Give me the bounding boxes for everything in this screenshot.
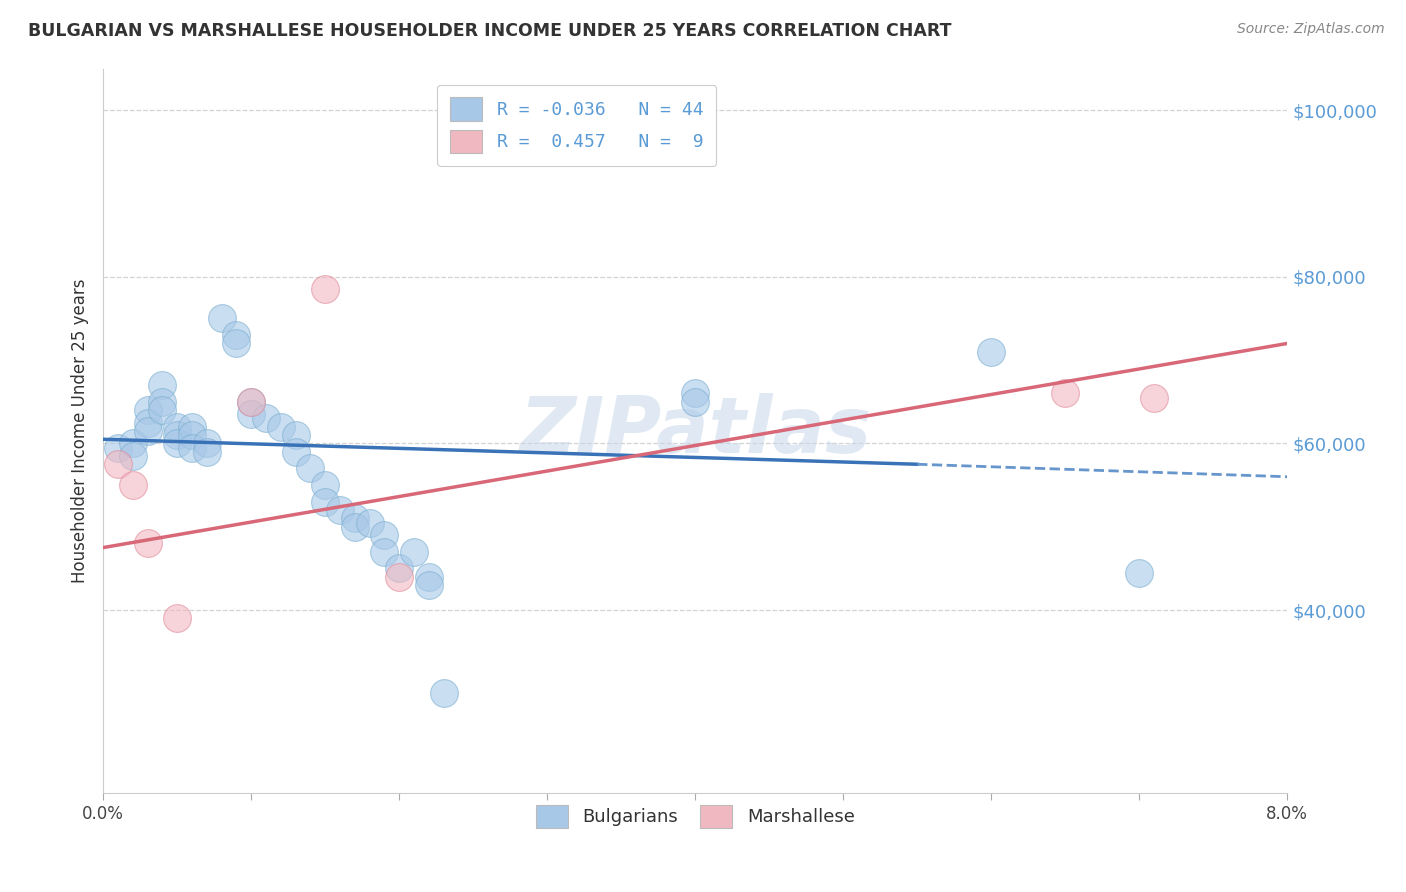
Point: [181, 441, 204, 455]
Point: [150, 403, 173, 417]
Point: [270, 419, 292, 434]
Point: [343, 520, 366, 534]
Y-axis label: Householder Income Under 25 years: Householder Income Under 25 years: [72, 278, 89, 583]
Point: [166, 611, 188, 625]
Point: [121, 449, 143, 463]
Point: [432, 686, 454, 700]
Point: [136, 536, 159, 550]
Point: [683, 394, 706, 409]
Point: [314, 282, 336, 296]
Point: [240, 394, 263, 409]
Point: [1143, 391, 1166, 405]
Legend: Bulgarians, Marshallese: Bulgarians, Marshallese: [529, 797, 862, 835]
Point: [166, 419, 188, 434]
Point: [299, 461, 322, 475]
Point: [107, 457, 129, 471]
Point: [240, 407, 263, 421]
Point: [343, 511, 366, 525]
Point: [136, 424, 159, 438]
Point: [284, 444, 307, 458]
Point: [166, 428, 188, 442]
Point: [225, 328, 247, 343]
Point: [107, 441, 129, 455]
Point: [418, 578, 440, 592]
Point: [225, 336, 247, 351]
Point: [373, 545, 395, 559]
Point: [166, 436, 188, 450]
Point: [211, 311, 233, 326]
Point: [402, 545, 425, 559]
Point: [254, 411, 277, 425]
Point: [373, 528, 395, 542]
Point: [181, 419, 204, 434]
Point: [121, 436, 143, 450]
Point: [136, 416, 159, 430]
Point: [284, 428, 307, 442]
Point: [1128, 566, 1150, 580]
Point: [181, 428, 204, 442]
Text: Source: ZipAtlas.com: Source: ZipAtlas.com: [1237, 22, 1385, 37]
Point: [418, 570, 440, 584]
Point: [314, 495, 336, 509]
Point: [195, 436, 218, 450]
Point: [388, 561, 411, 575]
Point: [240, 394, 263, 409]
Point: [150, 378, 173, 392]
Point: [683, 386, 706, 401]
Point: [388, 570, 411, 584]
Point: [980, 344, 1002, 359]
Point: [195, 444, 218, 458]
Point: [121, 478, 143, 492]
Point: [314, 478, 336, 492]
Text: BULGARIAN VS MARSHALLESE HOUSEHOLDER INCOME UNDER 25 YEARS CORRELATION CHART: BULGARIAN VS MARSHALLESE HOUSEHOLDER INC…: [28, 22, 952, 40]
Text: ZIPatlas: ZIPatlas: [519, 393, 872, 469]
Point: [359, 516, 381, 530]
Point: [136, 403, 159, 417]
Point: [329, 503, 352, 517]
Point: [1054, 386, 1077, 401]
Point: [150, 394, 173, 409]
